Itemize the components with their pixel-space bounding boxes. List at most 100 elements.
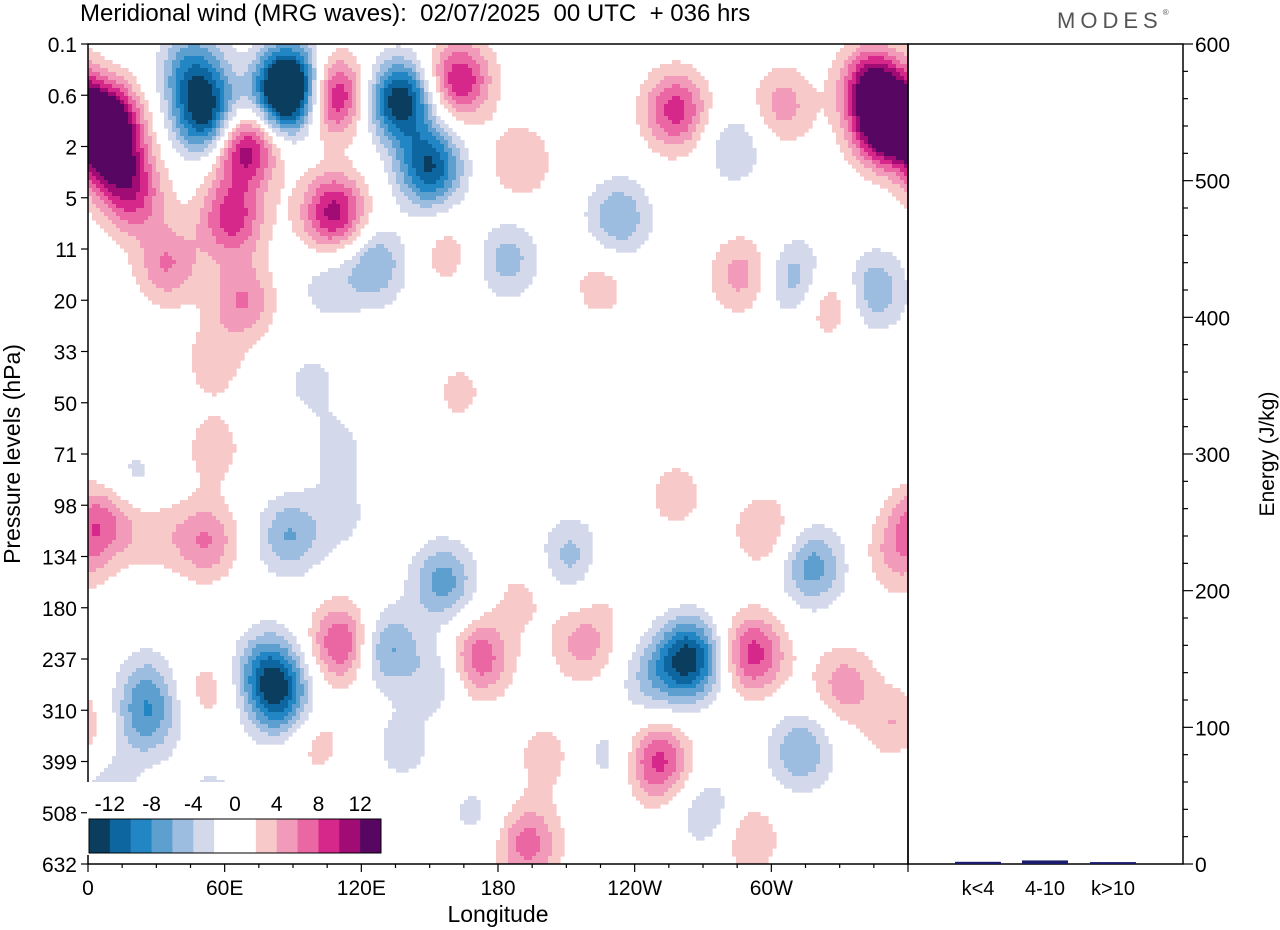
heatmap-cell <box>776 112 781 117</box>
heatmap-cell <box>268 176 273 181</box>
heatmap-cell <box>452 84 457 89</box>
heatmap-cell <box>272 212 277 217</box>
heatmap-cell <box>400 160 405 165</box>
heatmap-cell <box>528 156 533 161</box>
heatmap-cell <box>392 184 397 189</box>
heatmap-cell <box>660 96 665 101</box>
heatmap-cell <box>252 80 257 85</box>
heatmap-cell <box>716 164 721 169</box>
heatmap-cell <box>880 148 885 153</box>
heatmap-cell <box>672 116 677 121</box>
heatmap-cell <box>140 180 145 185</box>
heatmap-cell <box>260 76 265 81</box>
heatmap-cell <box>232 72 237 77</box>
heatmap-cell <box>892 116 897 121</box>
heatmap-cell <box>384 116 389 121</box>
heatmap-cell <box>396 96 401 101</box>
heatmap-cell <box>224 204 229 209</box>
heatmap-cell <box>888 128 893 133</box>
heatmap-cell <box>536 168 541 173</box>
heatmap-cell <box>324 156 329 161</box>
heatmap-cell <box>220 208 225 213</box>
heatmap-cell <box>740 168 745 173</box>
heatmap-cell <box>124 92 129 97</box>
heatmap-cell <box>436 116 441 121</box>
heatmap-cell <box>108 176 113 181</box>
heatmap-cell <box>728 132 733 137</box>
heatmap-cell <box>840 52 845 57</box>
heatmap-cell <box>92 160 97 165</box>
heatmap-cell <box>308 76 313 81</box>
heatmap-cell <box>184 56 189 61</box>
heatmap-cell <box>236 100 241 105</box>
heatmap-cell <box>836 96 841 101</box>
heatmap-cell <box>352 56 357 61</box>
heatmap-cell <box>96 180 101 185</box>
heatmap-cell <box>300 128 305 133</box>
heatmap-cell <box>668 96 673 101</box>
heatmap-cell <box>124 152 129 157</box>
heatmap-cell <box>324 128 329 133</box>
heatmap-cell <box>124 80 129 85</box>
heatmap-cell <box>240 200 245 205</box>
heatmap-cell <box>440 184 445 189</box>
heatmap-cell <box>208 52 213 57</box>
heatmap-cell <box>144 188 149 193</box>
heatmap-cell <box>384 124 389 129</box>
heatmap-cell <box>272 48 277 53</box>
heatmap-cell <box>260 212 265 217</box>
heatmap-cell <box>436 156 441 161</box>
heatmap-cell <box>428 128 433 133</box>
heatmap-cell <box>396 68 401 73</box>
heatmap-cell <box>264 172 269 177</box>
heatmap-cell <box>184 100 189 105</box>
heatmap-cell <box>896 152 901 157</box>
heatmap-cell <box>188 108 193 113</box>
heatmap-cell <box>156 188 161 193</box>
heatmap-cell <box>640 200 645 205</box>
heatmap-cell <box>768 112 773 117</box>
heatmap-cell <box>400 152 405 157</box>
heatmap-cell <box>264 120 269 125</box>
heatmap-cell <box>180 112 185 117</box>
heatmap-cell <box>800 128 805 133</box>
heatmap-cell <box>372 116 377 121</box>
heatmap-cell <box>236 76 241 81</box>
heatmap-cell <box>852 56 857 61</box>
heatmap-cell <box>688 144 693 149</box>
heatmap-cell <box>412 204 417 209</box>
heatmap-cell <box>388 104 393 109</box>
heatmap-cell <box>116 132 121 137</box>
heatmap-cell <box>460 176 465 181</box>
heatmap-cell <box>92 212 97 217</box>
heatmap-cell <box>440 60 445 65</box>
heatmap-cell <box>328 172 333 177</box>
heatmap-cell <box>400 60 405 65</box>
heatmap-cell <box>504 156 509 161</box>
heatmap-cell <box>384 156 389 161</box>
heatmap-cell <box>776 132 781 137</box>
heatmap-cell <box>880 120 885 125</box>
heatmap-cell <box>212 92 217 97</box>
heatmap-cell <box>416 68 421 73</box>
heatmap-cell <box>428 148 433 153</box>
heatmap-cell <box>192 208 197 213</box>
heatmap-cell <box>684 128 689 133</box>
heatmap-cell <box>296 104 301 109</box>
heatmap-cell <box>208 204 213 209</box>
heatmap-cell <box>496 68 501 73</box>
heatmap-cell <box>844 156 849 161</box>
heatmap-cell <box>216 120 221 125</box>
heatmap-cell <box>796 88 801 93</box>
heatmap-cell <box>892 96 897 101</box>
heatmap-cell <box>900 196 905 201</box>
heatmap-cell <box>96 96 101 101</box>
heatmap-cell <box>876 56 881 61</box>
heatmap-cell <box>340 132 345 137</box>
heatmap-cell <box>724 160 729 165</box>
heatmap-cell <box>660 136 665 141</box>
heatmap-cell <box>396 76 401 81</box>
heatmap-cell <box>860 128 865 133</box>
heatmap-cell <box>408 124 413 129</box>
heatmap-cell <box>780 120 785 125</box>
